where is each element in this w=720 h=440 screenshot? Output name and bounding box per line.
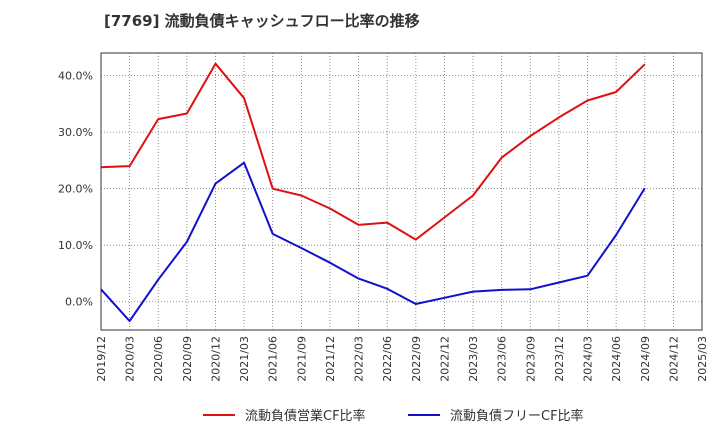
series-line-2 [100, 161, 646, 322]
x-tick-label: 2021/12 [324, 336, 337, 382]
x-tick-label: 2024/12 [667, 336, 680, 382]
y-tick-label: 10.0% [58, 239, 93, 252]
x-tick-label: 2021/03 [238, 336, 251, 382]
legend-label-1: 流動負債営業CF比率 [245, 408, 366, 424]
y-tick-label: 30.0% [58, 126, 93, 139]
x-tick-label: 2022/06 [381, 336, 394, 382]
x-tick-label: 2020/03 [124, 336, 137, 382]
x-tick-label: 2022/03 [353, 336, 366, 382]
y-tick-label: 40.0% [58, 70, 93, 83]
x-axis: 2019/12 2020/03 2020/06 2020/09 2020/12 2021/… [95, 336, 709, 382]
legend-label-2: 流動負債フリーCF比率 [450, 408, 584, 424]
x-tick-label: 2024/09 [639, 336, 652, 382]
y-tick-label: 20.0% [58, 183, 93, 196]
grid-layer [100, 53, 703, 330]
series-line-1 [100, 62, 646, 241]
x-tick-label: 2024/03 [582, 336, 595, 382]
x-tick-label: 2023/12 [553, 336, 566, 382]
x-tick-label: 2023/03 [467, 336, 480, 382]
x-tick-label: 2021/09 [295, 336, 308, 382]
x-tick-label: 2020/06 [152, 336, 165, 382]
x-tick-label: 2020/09 [181, 336, 194, 382]
x-tick-label: 2023/09 [524, 336, 537, 382]
x-tick-label: 2025/03 [696, 336, 709, 382]
plot-frame [100, 52, 703, 331]
x-tick-label: 2019/12 [95, 336, 108, 382]
x-tick-label: 2021/06 [267, 336, 280, 382]
x-tick-label: 2020/12 [209, 336, 222, 382]
series-layer [100, 62, 646, 322]
y-axis: 0.0% 10.0% 20.0% 30.0% 40.0% [58, 70, 93, 309]
legend: 流動負債営業CF比率 流動負債フリーCF比率 [203, 408, 584, 424]
x-tick-label: 2022/12 [438, 336, 451, 382]
x-tick-label: 2022/09 [410, 336, 423, 382]
chart-title: [7769] 流動負債キャッシュフロー比率の推移 [104, 12, 420, 30]
y-tick-label: 0.0% [65, 296, 93, 309]
x-tick-label: 2024/06 [610, 336, 623, 382]
x-tick-label: 2023/06 [496, 336, 509, 382]
